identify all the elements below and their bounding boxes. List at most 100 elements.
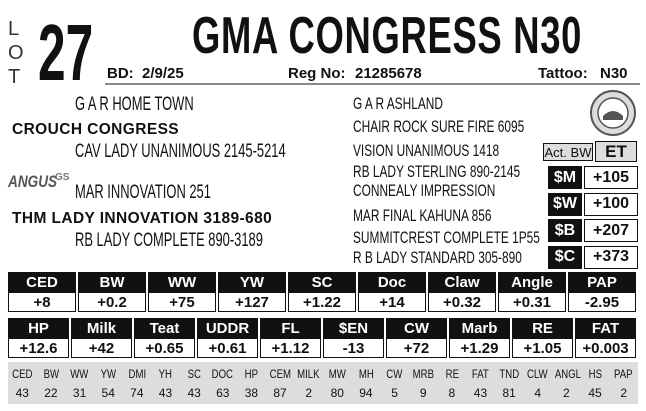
pedigree-name: CROUCH CONGRESS xyxy=(12,121,180,138)
percentile-header: YW xyxy=(100,367,116,381)
lot-letter: O xyxy=(8,42,24,64)
epd-header: Milk xyxy=(71,318,132,338)
epd-value: +0.32 xyxy=(428,292,496,312)
epd-value: +1.29 xyxy=(449,338,510,358)
epd-value: +0.2 xyxy=(78,292,146,312)
percentile-header: CED xyxy=(12,367,33,381)
epd-header: WW xyxy=(148,272,216,292)
index-value: +207 xyxy=(584,219,638,242)
percentile-header: MRB xyxy=(412,367,434,381)
percentile-header: MW xyxy=(328,367,346,381)
percentile-header: BW xyxy=(43,367,59,381)
epd-header: PAP xyxy=(568,272,636,292)
epd-value: +8 xyxy=(8,292,76,312)
percentile-value: 43 xyxy=(187,386,201,400)
logo-text: ANGUS xyxy=(8,172,58,191)
epd-value: +0.003 xyxy=(575,338,636,358)
info-tattoo: N30 xyxy=(600,65,628,82)
epd-header: Marb xyxy=(449,318,510,338)
epd-value: +0.31 xyxy=(498,292,566,312)
epd-header: FL xyxy=(260,318,321,338)
percentile-header: FAT xyxy=(472,367,489,381)
pedigree-name: R B LADY STANDARD 305-890 xyxy=(353,248,522,267)
epd-header: FAT xyxy=(575,318,636,338)
percentile-header: HP xyxy=(244,367,259,381)
percentile-value: 74 xyxy=(130,386,144,400)
epd-header: SC xyxy=(288,272,356,292)
epd-value: +1.05 xyxy=(512,338,573,358)
epd-value: +72 xyxy=(386,338,447,358)
percentile-header: WW xyxy=(70,367,89,381)
pedigree-name: MAR FINAL KAHUNA 856 xyxy=(353,206,492,225)
epd-header: BW xyxy=(78,272,146,292)
epd-value: +127 xyxy=(218,292,286,312)
epd-header: CED xyxy=(8,272,76,292)
percentile-value: 22 xyxy=(44,386,58,400)
epd-header: $EN xyxy=(323,318,384,338)
act-bw-value: ET xyxy=(595,141,637,162)
pedigree-name: CHAIR ROCK SURE FIRE 6095 xyxy=(353,117,525,136)
index-label: $C xyxy=(548,245,582,269)
percentile-value: 81 xyxy=(502,386,516,400)
percentile-value: 43 xyxy=(15,386,29,400)
info-reg: 21285678 xyxy=(355,65,422,82)
pedigree-name: CAV LADY UNANIMOUS 2145-5214 xyxy=(75,141,286,162)
percentile-value: 38 xyxy=(244,386,259,400)
pedigree-name: THM LADY INNOVATION 3189-680 xyxy=(12,210,273,227)
lot-number: 27 xyxy=(38,8,94,97)
epd-header: UDDR xyxy=(197,318,258,338)
percentile-band xyxy=(8,362,638,404)
epd-value: +14 xyxy=(358,292,426,312)
index-label: $W xyxy=(548,192,582,216)
info-tattoo-label: Tattoo: xyxy=(538,65,588,82)
index-label: $M xyxy=(548,166,582,189)
percentile-value: 2 xyxy=(620,386,628,400)
lot-letter: T xyxy=(8,66,21,88)
info-bd-label: BD: xyxy=(107,65,134,82)
epd-value: -13 xyxy=(323,338,384,358)
epd-value: +75 xyxy=(148,292,216,312)
percentile-value: 63 xyxy=(216,386,230,400)
epd-value: +42 xyxy=(71,338,132,358)
percentile-header: PAP xyxy=(614,367,633,381)
epd-value: -2.95 xyxy=(568,292,636,312)
epd-header: Doc xyxy=(358,272,426,292)
epd-header: HP xyxy=(8,318,69,338)
percentile-value: 45 xyxy=(588,386,602,400)
epd-header: Claw xyxy=(428,272,496,292)
pedigree-name: G A R HOME TOWN xyxy=(75,94,194,115)
percentile-value: 5 xyxy=(391,386,398,400)
logo-suffix: GS xyxy=(55,172,70,183)
index-value: +373 xyxy=(584,245,638,269)
percentile-header: YH xyxy=(158,367,173,381)
index-label: $B xyxy=(548,219,582,242)
epd-header: Angle xyxy=(498,272,566,292)
percentile-value: 31 xyxy=(72,386,87,400)
pedigree-name: SUMMITCREST COMPLETE 1P55 xyxy=(353,228,540,247)
percentile-value: 87 xyxy=(273,386,287,400)
epd-value: +1.22 xyxy=(288,292,356,312)
percentile-value: 9 xyxy=(419,386,427,400)
epd-value: +0.65 xyxy=(134,338,195,358)
percentile-header: CEM xyxy=(269,367,291,381)
percentile-value: 94 xyxy=(359,386,373,400)
seal-icon xyxy=(603,111,623,120)
index-value: +105 xyxy=(584,166,638,189)
epd-header: RE xyxy=(512,318,573,338)
percentile-value: 2 xyxy=(563,386,570,400)
percentile-value: 2 xyxy=(305,386,313,400)
percentile-header: CLW xyxy=(527,367,549,381)
epd-value: +0.61 xyxy=(197,338,258,358)
percentile-header: TND xyxy=(499,367,519,381)
epd-header: Teat xyxy=(134,318,195,338)
info-reg-label: Reg No: xyxy=(288,65,346,82)
percentile-header: CW xyxy=(386,367,403,381)
percentile-value: 4 xyxy=(534,386,542,400)
percentile-header: ANGL xyxy=(554,367,582,381)
percentile-value: 80 xyxy=(330,386,344,400)
pedigree-name: RB LADY STERLING 890-2145 xyxy=(353,162,521,181)
pedigree-name: CONNEALY IMPRESSION xyxy=(353,181,496,200)
info-bd: 2/9/25 xyxy=(142,65,184,82)
